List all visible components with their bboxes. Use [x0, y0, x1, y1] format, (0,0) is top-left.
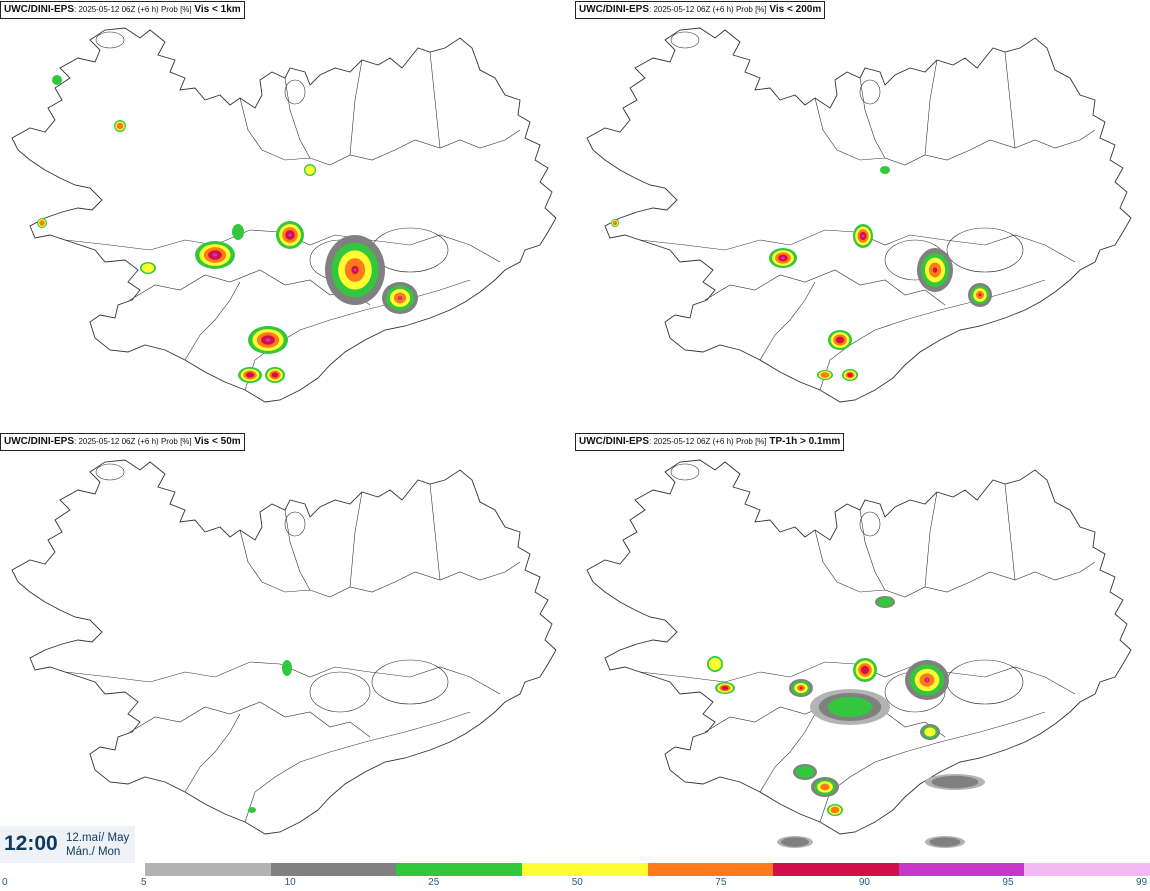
scale-tick-label: 95 [1002, 877, 1014, 888]
probability-contour [305, 165, 315, 175]
probability-contour [799, 686, 803, 690]
probability-contour [232, 224, 244, 240]
probability-contour [116, 122, 124, 130]
scale-tick-label: 25 [428, 877, 440, 888]
scale-segment [773, 863, 899, 876]
map-panel-vis-50m: UWC/DINI-EPS: 2025-05-12 06Z (+6 h) Prob… [0, 432, 575, 864]
panel-title: UWC/DINI-EPS: 2025-05-12 06Z (+6 h) Prob… [575, 1, 826, 19]
probability-contour [780, 837, 810, 847]
date-text: 12.maí/ May [66, 832, 130, 844]
probability-contour [877, 597, 893, 607]
panel-title: UWC/DINI-EPS: 2025-05-12 06Z (+6 h) Prob… [0, 433, 245, 451]
probability-contour [880, 166, 890, 174]
map-panel-vis-1km: UWC/DINI-EPS: 2025-05-12 06Z (+6 h) Prob… [0, 0, 575, 432]
weekday-text: Mán./ Mon [66, 846, 121, 858]
probability-contour [827, 696, 873, 718]
probability-contour [39, 220, 45, 226]
scale-tick-label: 90 [858, 877, 870, 888]
probability-contour [931, 775, 979, 789]
scale-tick-label: 0 [2, 877, 8, 888]
probability-contour [612, 220, 618, 226]
probability-contour [978, 293, 982, 297]
probability-contour [212, 253, 218, 257]
probability-contour [282, 660, 292, 676]
scale-segment [898, 863, 1025, 876]
probability-contour [288, 233, 292, 237]
scale-segment [1024, 863, 1150, 876]
probability-contour [52, 75, 62, 85]
valid-time-box: 12:00 12.maí/ May Mán./ Mon [0, 826, 135, 863]
probability-contour [932, 267, 938, 273]
probability-contour [271, 372, 279, 378]
color-scale-ticks: 0 5 10 25 50 75 90 95 99 [0, 877, 1150, 891]
probability-contour [708, 657, 722, 671]
map-panel-vis-200m: UWC/DINI-EPS: 2025-05-12 06Z (+6 h) Prob… [575, 0, 1150, 432]
scale-tick-label: 50 [571, 877, 583, 888]
probability-contour [820, 372, 830, 378]
color-scale-bar [145, 863, 1150, 876]
scale-segment [521, 863, 648, 876]
probability-contour [398, 296, 402, 300]
map-panel-precip: UWC/DINI-EPS: 2025-05-12 06Z (+6 h) Prob… [575, 432, 1150, 864]
probability-field [611, 166, 992, 381]
scale-segment [145, 863, 271, 876]
scale-tick-label: 5 [141, 877, 147, 888]
probability-field [37, 75, 418, 383]
probability-contour [820, 783, 830, 791]
probability-contour [847, 372, 853, 378]
scale-tick-label: 10 [284, 877, 296, 888]
probability-contour [860, 665, 870, 675]
scale-segment [647, 863, 774, 876]
scale-segment [270, 863, 397, 876]
probability-contour [925, 678, 929, 682]
scale-tick-label: 75 [715, 877, 727, 888]
probability-field [248, 660, 292, 813]
date-label: 12.maí/ May Mán./ Mon [66, 831, 129, 859]
scale-segment [396, 863, 522, 876]
probability-contour [929, 837, 961, 847]
probability-contour [141, 263, 155, 273]
probability-contour [265, 338, 271, 342]
probability-contour [353, 268, 357, 272]
probability-contour [795, 765, 815, 779]
time-label: 12:00 [4, 832, 58, 855]
probability-contour [835, 336, 845, 344]
probability-contour [248, 807, 256, 813]
probability-contour [830, 806, 840, 814]
probability-field [707, 596, 985, 848]
probability-contour [721, 685, 729, 691]
scale-tick-label: 99 [1136, 877, 1148, 888]
probability-contour [861, 234, 865, 238]
panel-title: UWC/DINI-EPS: 2025-05-12 06Z (+6 h) Prob… [0, 1, 245, 19]
panel-title: UWC/DINI-EPS: 2025-05-12 06Z (+6 h) Prob… [575, 433, 845, 451]
probability-contour [924, 727, 936, 737]
probability-contour [781, 256, 785, 260]
probability-contour [245, 372, 255, 378]
